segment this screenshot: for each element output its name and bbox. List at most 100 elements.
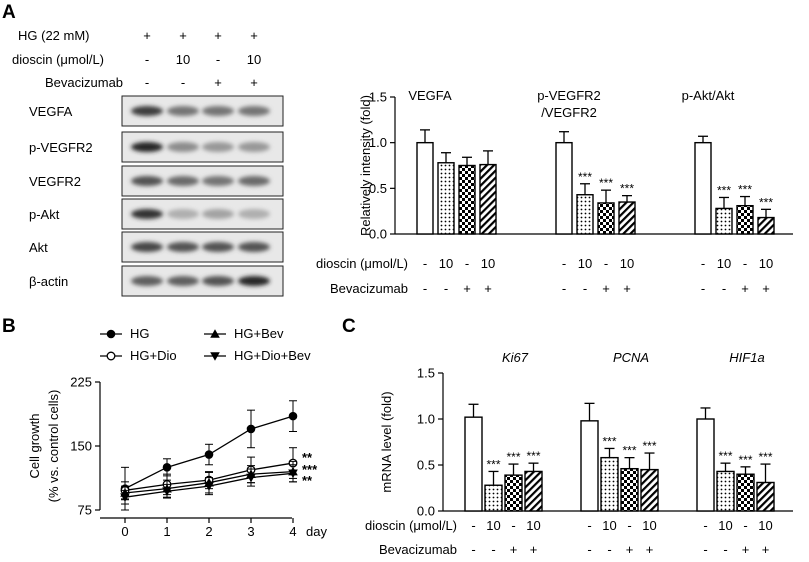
bev-mark: + xyxy=(510,542,518,557)
marker-hg-dio-bev xyxy=(204,482,214,491)
bev-mark: - xyxy=(703,542,707,557)
bar xyxy=(580,420,599,512)
bar xyxy=(464,416,483,512)
blot-band xyxy=(202,242,234,252)
blot-protein-label: p-Akt xyxy=(29,207,60,222)
western-blot: VEGFA p-VEGFR2 VEGFR2 p-Akt Akt β-actin xyxy=(29,95,284,297)
group-label: PCNA xyxy=(613,350,649,365)
y-tick-label: 0.5 xyxy=(417,458,435,473)
blot-band xyxy=(238,276,270,286)
group-label: HIF1a xyxy=(729,350,764,365)
y-axis-label: Relatively intensity (fold) xyxy=(358,95,373,236)
significance-mark: ** xyxy=(302,473,313,488)
dioscin-mark: 10 xyxy=(526,518,540,533)
bar xyxy=(620,467,639,512)
condition-mark: + xyxy=(214,28,222,43)
bar xyxy=(736,204,754,235)
dioscin-mark: - xyxy=(465,256,469,271)
blot-band xyxy=(202,142,234,152)
bar xyxy=(458,164,476,235)
y-tick-label: 1.0 xyxy=(369,135,387,150)
dioscin-mark: 10 xyxy=(620,256,634,271)
bev-mark: - xyxy=(607,542,611,557)
bev-mark: - xyxy=(562,281,566,296)
marker-hg xyxy=(288,411,298,421)
condition-mark: - xyxy=(145,75,149,90)
blot-band xyxy=(167,276,199,286)
dioscin-mark: - xyxy=(604,256,608,271)
significance-mark: *** xyxy=(578,170,592,184)
blot-band xyxy=(238,176,270,186)
bev-mark: + xyxy=(646,542,654,557)
condition-label-dioscin: dioscin (μmol/L) xyxy=(12,52,104,67)
dioscin-mark: 10 xyxy=(439,256,453,271)
y-tick-label: 75 xyxy=(78,503,92,518)
x-tick-label: 2 xyxy=(205,524,212,539)
bar xyxy=(600,456,619,512)
condition-mark: 10 xyxy=(176,52,190,67)
panel-label-a: A xyxy=(2,2,16,23)
dioscin-mark: - xyxy=(703,518,707,533)
bar xyxy=(756,481,775,512)
bar xyxy=(696,418,715,512)
bev-row-label: Bevacizumab xyxy=(379,542,457,557)
dioscin-mark: - xyxy=(562,256,566,271)
dioscin-row-label: dioscin (μmol/L) xyxy=(365,518,457,533)
bar xyxy=(416,141,434,235)
blot-band xyxy=(202,276,234,286)
y-tick-label: 1.0 xyxy=(417,412,435,427)
blot-band xyxy=(131,176,163,186)
y-tick-label: 1.5 xyxy=(417,366,435,381)
y-tick-label: 0.0 xyxy=(369,227,387,242)
y-tick-label: 0.5 xyxy=(369,181,387,196)
dioscin-mark: - xyxy=(743,518,747,533)
bar xyxy=(618,201,636,235)
significance-mark: *** xyxy=(526,449,540,463)
significance-mark: *** xyxy=(759,195,773,209)
blot-protein-label: β-actin xyxy=(29,274,68,289)
dioscin-mark: 10 xyxy=(642,518,656,533)
y-axis-label: mRNA level (fold) xyxy=(379,391,394,492)
blot-band xyxy=(131,106,163,116)
bev-mark: - xyxy=(583,281,587,296)
condition-mark: - xyxy=(145,52,149,67)
group-label: p-Akt/Akt xyxy=(682,88,735,103)
blot-band xyxy=(131,242,163,252)
bev-mark: - xyxy=(701,281,705,296)
bev-mark: - xyxy=(423,281,427,296)
dioscin-mark: - xyxy=(587,518,591,533)
bar xyxy=(597,202,615,235)
blot-protein-label: Akt xyxy=(29,240,48,255)
dioscin-mark: - xyxy=(627,518,631,533)
blot-band xyxy=(167,209,199,219)
dioscin-mark: - xyxy=(743,256,747,271)
blot-band xyxy=(202,209,234,219)
condition-label-hg: HG (22 mM) xyxy=(18,28,90,43)
bar xyxy=(757,216,775,235)
group-label: VEGFA xyxy=(408,88,452,103)
dioscin-mark: - xyxy=(471,518,475,533)
marker-hg xyxy=(106,329,116,339)
blot-band xyxy=(167,176,199,186)
bev-mark: + xyxy=(742,542,750,557)
condition-mark: + xyxy=(250,75,258,90)
legend-label: HG xyxy=(130,326,150,341)
legend-label: HG+Bev xyxy=(234,326,284,341)
blot-band xyxy=(202,176,234,186)
marker-hg xyxy=(204,450,214,459)
significance-mark: *** xyxy=(642,439,656,453)
blot-band xyxy=(131,276,163,286)
marker-hg-dio xyxy=(106,351,116,361)
dioscin-mark: - xyxy=(701,256,705,271)
significance-mark: *** xyxy=(302,462,318,477)
bar xyxy=(736,473,755,512)
x-tick-label: 0 xyxy=(121,524,128,539)
group-label: /VEGFR2 xyxy=(541,105,597,120)
bev-mark: + xyxy=(741,281,749,296)
panel-label-b: B xyxy=(2,316,16,337)
significance-mark: *** xyxy=(620,182,634,196)
bar xyxy=(555,141,573,235)
dioscin-mark: 10 xyxy=(718,518,732,533)
dioscin-mark: 10 xyxy=(759,256,773,271)
condition-mark: + xyxy=(143,28,151,43)
